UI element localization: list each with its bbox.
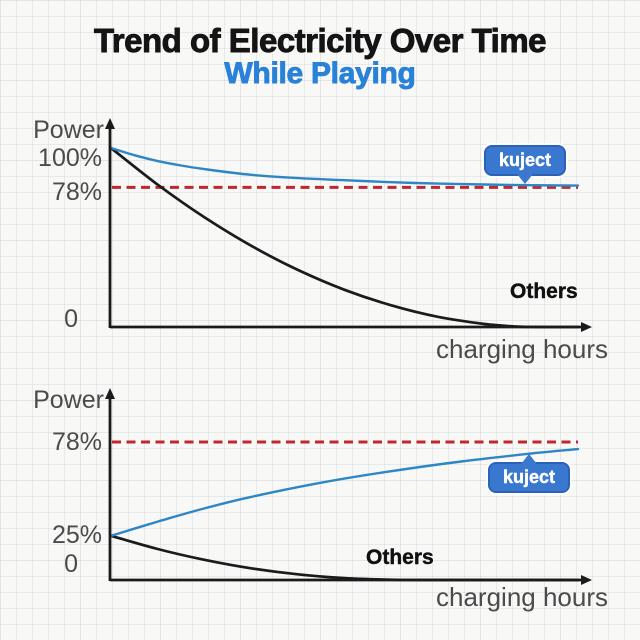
chart2-kuject-badge: kuject	[488, 462, 571, 493]
chart2-y-axis-title: Power	[33, 386, 104, 414]
chart1-kuject-curve	[109, 146, 580, 187]
chart1-y-axis-arrow	[105, 118, 115, 129]
chart2-y-axis-arrow	[105, 388, 115, 399]
chart1-x-axis-title: charging hours	[436, 334, 608, 364]
chart2-others-label: Others	[366, 546, 434, 569]
chart2-ytick-25: 25%	[51, 521, 102, 549]
chart2-kuject-badge-label: kuject	[503, 467, 556, 487]
page-subtitle: While Playing	[224, 57, 416, 91]
chart2-x-axis-arrow	[581, 575, 592, 585]
chart2-ytick-78: 78%	[51, 428, 102, 456]
page-title: Trend of Electricity Over Time	[93, 22, 547, 60]
chart1-others-label: Others	[510, 280, 578, 303]
chart1-ytick-0: 0	[64, 305, 78, 333]
chart2-others-curve	[109, 534, 580, 582]
chart1-x-axis-arrow	[581, 322, 592, 332]
chart1-y-axis-title: Power	[33, 116, 104, 144]
chart2-x-axis-title: charging hours	[436, 582, 608, 612]
chart1-ytick-100: 100%	[38, 144, 102, 172]
chart1-kuject-badge: kuject	[484, 145, 567, 176]
chart2-ytick-0: 0	[64, 550, 78, 578]
chart2-kuject-curve	[109, 447, 580, 537]
chart1-ytick-78: 78%	[51, 178, 102, 206]
chart1-kuject-badge-label: kuject	[499, 150, 552, 170]
